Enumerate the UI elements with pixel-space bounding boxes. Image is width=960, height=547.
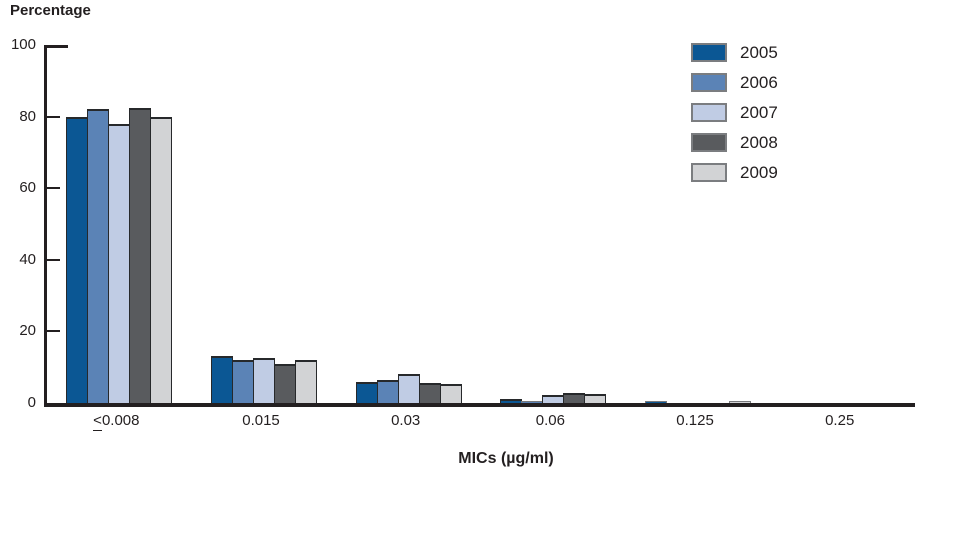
legend-item-2009: 2009 [691,163,778,182]
bar-2005 [66,116,89,403]
bar-2007 [542,395,565,403]
y-tick-label: 40 [19,250,36,268]
bar-group-0.03 [336,45,481,403]
y-tick-mark [47,330,60,333]
legend-item-2006: 2006 [691,73,778,92]
bar-2005 [500,399,523,403]
bar-2009 [584,394,607,403]
legend-swatch-2009 [691,163,727,182]
bar-2006 [232,360,254,403]
y-tick-mark [47,187,60,190]
y-axis-labels: 0 20 40 60 80 100 [0,36,38,411]
legend-label: 2007 [740,103,778,122]
bar-2008 [129,107,152,403]
y-tick-label: 20 [19,322,36,340]
bar-2009 [150,116,173,403]
legend-label: 2006 [740,73,778,92]
x-tick-label: 0.06 [535,412,565,429]
legend-label: 2008 [740,133,778,152]
plot-area [44,45,915,407]
bar-2008 [418,383,441,403]
bar-2005 [645,401,668,403]
bar-2009 [729,401,752,403]
y-tick-label: 60 [19,179,36,197]
x-tick-label: 0.015 [242,412,280,429]
y-tick-mark [47,115,60,118]
legend-item-2005: 2005 [691,43,778,62]
less-than-or-equal-sign: < [93,412,102,431]
y-tick-mark [47,258,60,261]
bar-2006 [87,109,110,403]
y-tick-mark [47,45,68,48]
bar-groups [47,45,915,403]
legend-swatch-2005 [691,43,727,62]
bar-2007 [253,358,275,403]
x-tick-label: 0.25 [825,412,855,429]
y-tick-label: 100 [10,36,36,53]
x-tick-label: 0.125 [676,412,714,429]
bar-group-0.06 [481,45,626,403]
bar-2007 [108,123,131,403]
bar-2005 [211,356,233,403]
y-tick-label: 0 [27,394,36,411]
legend-label: 2009 [740,163,778,182]
legend-swatch-2007 [691,103,727,122]
bar-2009 [439,384,462,403]
bar-group-lte-0.008 [47,45,192,403]
bar-2005 [355,381,378,403]
bar-2008 [563,392,586,403]
bar-group-0.125 [626,45,771,403]
y-tick-label: 80 [19,107,36,125]
legend: 2005 2006 2007 2008 2009 [691,43,778,182]
legend-label: 2005 [740,43,778,62]
bar-2007 [397,373,420,403]
bar-2009 [295,360,317,403]
bar-2008 [274,363,296,403]
legend-item-2008: 2008 [691,133,778,152]
bar-2006 [521,401,544,403]
bar-group-0.015 [192,45,337,403]
x-tick-label: 0.03 [391,412,421,429]
legend-swatch-2006 [691,73,727,92]
bar-group-0.25 [770,45,915,403]
x-axis-labels: <0.008 0.015 0.03 0.06 0.125 0.25 [44,412,912,431]
x-axis-title: MICs (µg/ml) [458,450,554,467]
legend-swatch-2008 [691,133,727,152]
bar-2006 [376,380,399,403]
x-tick-label: <0.008 [93,412,140,431]
legend-item-2007: 2007 [691,103,778,122]
chart-title: Percentage [10,2,91,19]
